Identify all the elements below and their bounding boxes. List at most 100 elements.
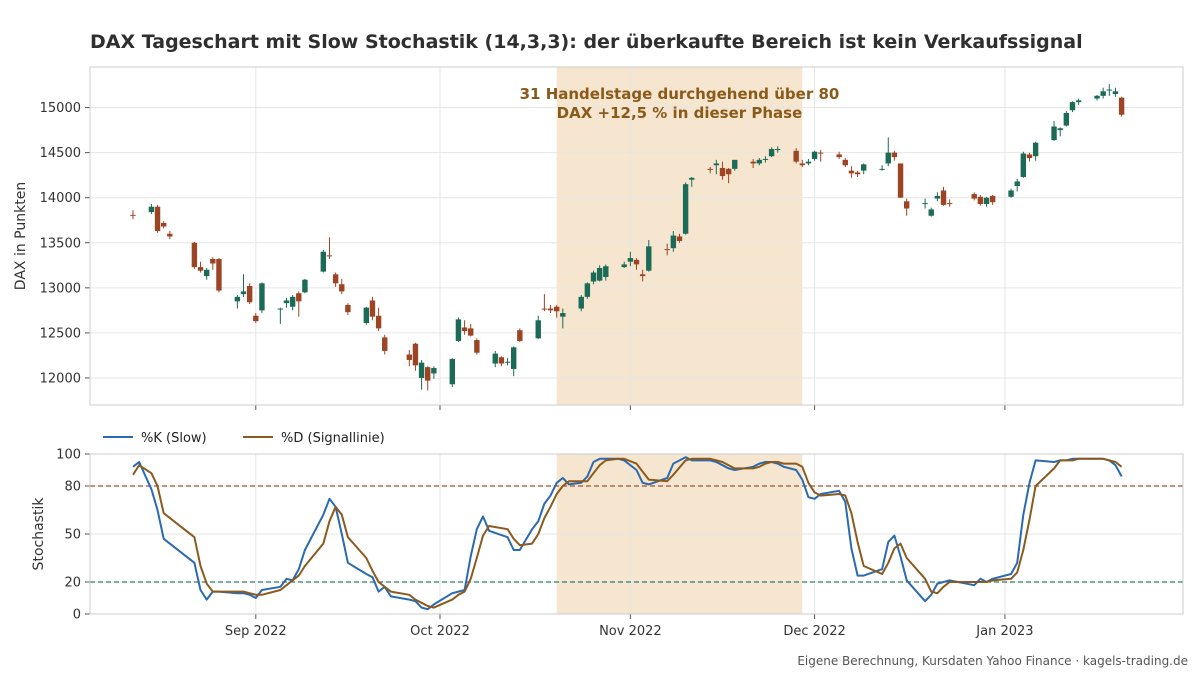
candle (326, 237, 333, 259)
candle-body (517, 330, 523, 342)
candle (210, 257, 216, 270)
candle-body (762, 158, 769, 160)
candle-body (203, 269, 210, 277)
candle (719, 161, 726, 180)
candle (1094, 94, 1100, 101)
candle (461, 320, 468, 335)
candle (971, 192, 977, 201)
candle-body (775, 149, 781, 151)
candle-body (197, 267, 204, 271)
candle (216, 258, 222, 293)
candle-body (603, 266, 609, 278)
candle-body (339, 284, 345, 292)
candle-body (449, 359, 455, 385)
candle-body (1118, 97, 1125, 115)
stoch-y-tick-label: 100 (56, 448, 81, 463)
candle (535, 315, 541, 340)
candle-body (928, 209, 934, 216)
price-y-tick-label: 14000 (40, 191, 81, 206)
candle (498, 356, 505, 367)
candle (946, 199, 953, 207)
candle (676, 233, 683, 243)
candle-body (713, 163, 720, 166)
candle (197, 261, 204, 273)
price-y-tick-label: 12000 (40, 371, 81, 386)
candle (664, 243, 670, 256)
candle (406, 350, 413, 367)
candle-body (1051, 126, 1057, 141)
candle-body (425, 367, 431, 381)
candle (234, 295, 241, 309)
candle-body (130, 214, 136, 216)
candle-body (1106, 89, 1113, 91)
candle (1020, 151, 1027, 178)
candle-body (689, 177, 695, 180)
candle (332, 272, 339, 287)
candle (455, 317, 462, 342)
candle-body (811, 151, 818, 159)
candle-body (732, 159, 738, 169)
candle-body (382, 337, 388, 351)
candle-body (498, 357, 505, 364)
x-tick-label: Dec 2022 (783, 624, 845, 639)
candle (848, 166, 855, 178)
candle (689, 176, 695, 187)
candle-body (1075, 100, 1082, 103)
stoch-y-axis-label: Stochastik (31, 497, 47, 571)
candle (793, 148, 799, 164)
candle-body (989, 195, 996, 203)
legend-d-label: %D (Signallinie) (281, 431, 385, 446)
candle (983, 196, 990, 207)
stoch-y-tick-label: 50 (64, 528, 81, 543)
candle (922, 198, 928, 209)
candle (160, 221, 167, 229)
candle (547, 304, 554, 314)
candle (903, 198, 910, 216)
candle-body (971, 194, 977, 199)
candle (492, 350, 498, 368)
candle (639, 269, 646, 282)
candle-body (940, 190, 947, 205)
candle-body (664, 249, 670, 251)
candle (510, 346, 517, 377)
candle (836, 151, 842, 159)
candle (1032, 141, 1039, 161)
candle (1106, 84, 1113, 96)
x-tick-label: Sep 2022 (225, 624, 287, 639)
candle-body (547, 308, 554, 311)
candle-body (983, 197, 990, 205)
candle (375, 307, 382, 332)
chart-title: DAX Tageschart mit Slow Stochastik (14,3… (90, 31, 1083, 53)
candle-body (590, 272, 597, 282)
candle-body (277, 308, 284, 310)
candle-body (1069, 102, 1076, 111)
candle (302, 278, 308, 294)
x-tick-label: Nov 2022 (599, 624, 662, 639)
candle-body (259, 283, 265, 311)
candle-body (1063, 112, 1070, 126)
candle (775, 146, 781, 153)
candle (940, 186, 947, 206)
candle (154, 204, 161, 233)
candle-body (1008, 190, 1014, 197)
candle (253, 313, 259, 323)
candle (885, 137, 891, 167)
candle-body (154, 206, 161, 232)
candle (805, 158, 812, 166)
candle (191, 241, 198, 269)
candle (246, 283, 253, 305)
candle-body (1094, 95, 1100, 99)
candle-body (836, 154, 842, 158)
candle-body (412, 343, 419, 366)
candle (553, 304, 560, 318)
candle-body (375, 315, 382, 329)
candle-body (627, 258, 634, 262)
price-y-tick-label: 15000 (40, 101, 81, 116)
price-y-tick-label: 13000 (40, 281, 81, 296)
candle (449, 358, 455, 387)
annotation-line-2: DAX +12,5 % in dieser Phase (557, 104, 803, 122)
candle-body (345, 304, 351, 313)
candle (633, 258, 640, 270)
candle-body (332, 274, 339, 284)
